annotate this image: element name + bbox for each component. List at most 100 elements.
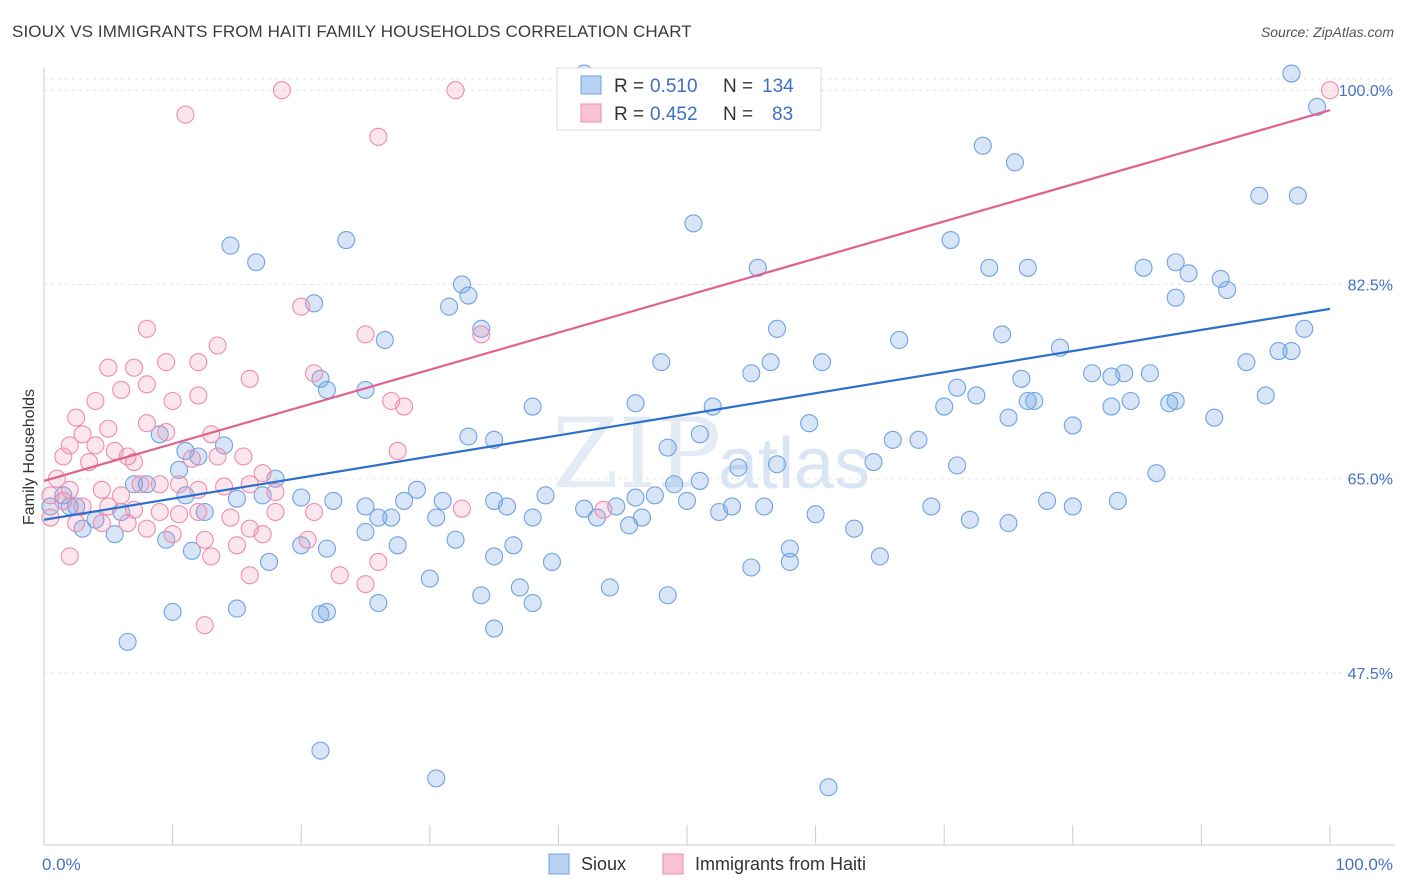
sioux-point-27	[993, 325, 1012, 344]
haiti-point-1	[446, 81, 465, 100]
legend-r-value-sioux: 0.510	[650, 76, 698, 97]
sioux-point-157	[182, 541, 201, 560]
sioux-point-72	[767, 455, 787, 474]
legend-r-label-haiti: R =	[614, 104, 644, 125]
haiti-point-54	[99, 497, 118, 516]
y-axis-label: Family Households	[21, 389, 38, 525]
sioux-point-82	[227, 489, 246, 508]
haiti-point-81	[452, 499, 472, 518]
sioux-point-37	[967, 386, 986, 405]
bottom-legend-label-sioux: Sioux	[581, 854, 626, 874]
haiti-point-74	[369, 552, 388, 572]
sioux-point-34	[761, 353, 780, 372]
sioux-point-18	[1211, 269, 1230, 288]
haiti-point-14	[305, 364, 324, 383]
legend-swatch-haiti	[580, 103, 602, 123]
sioux-point-24	[440, 297, 459, 316]
sioux-point-149	[227, 599, 246, 618]
haiti-point-56	[150, 502, 169, 522]
sioux-point-76	[214, 436, 234, 455]
sioux-point-91	[407, 480, 426, 499]
legend-box: R = 0.510 N = 134 R = 0.452 N = 83	[556, 67, 822, 131]
sioux-point-67	[690, 425, 709, 444]
haiti-point-8	[356, 325, 375, 344]
haiti-point-77	[356, 575, 375, 594]
sioux-point-48	[317, 380, 336, 399]
haiti-point-13	[240, 369, 259, 388]
sioux-point-65	[485, 430, 504, 449]
haiti-point-82	[298, 530, 317, 549]
haiti-point-61	[266, 502, 285, 522]
haiti-point-11	[157, 353, 176, 372]
haiti-point-53	[73, 497, 92, 516]
chart-title: SIOUX VS IMMIGRANTS FROM HAITI FAMILY HO…	[12, 22, 692, 41]
sioux-point-137	[780, 539, 799, 558]
sioux-point-116	[1038, 491, 1057, 510]
haiti-point-15	[137, 375, 156, 394]
sioux-point-135	[542, 552, 562, 572]
haiti-point-21	[395, 397, 414, 416]
sioux-point-16	[1166, 253, 1185, 272]
sioux-point-52	[703, 397, 722, 416]
sioux-point-36	[948, 378, 967, 397]
haiti-point-80	[594, 500, 613, 519]
haiti-point-57	[169, 505, 189, 524]
sioux-point-144	[523, 593, 542, 613]
sioux-point-81	[195, 502, 214, 522]
axes	[43, 68, 1395, 846]
sioux-point-85	[292, 488, 311, 507]
y-tick-labels: 47.5% 65.0% 82.5% 100.0%	[1339, 83, 1393, 683]
sioux-point-123	[124, 475, 144, 494]
haiti-point-2	[1320, 81, 1340, 100]
haiti-point-71	[253, 525, 272, 544]
bottom-legend: Sioux Immigrants from Haiti	[548, 853, 866, 875]
sioux-point-142	[369, 593, 388, 613]
haiti-point-79	[472, 325, 491, 344]
sioux-point-150	[317, 602, 336, 621]
chart-source: Source: ZipAtlas.com	[1260, 24, 1394, 40]
sioux-point-60	[1166, 391, 1185, 411]
haiti-point-19	[189, 386, 208, 405]
sioux-point-17	[1179, 264, 1198, 283]
haiti-point-76	[330, 566, 349, 585]
haiti-point-44	[131, 475, 150, 494]
sioux-point-89	[382, 508, 401, 527]
sioux-point-111	[806, 505, 825, 524]
haiti-point-24	[99, 419, 118, 438]
haiti-point-9	[99, 358, 118, 377]
sioux-point-156	[259, 552, 279, 572]
haiti-point-70	[227, 536, 246, 555]
sioux-point-64	[459, 427, 478, 446]
sioux-point-103	[645, 486, 664, 505]
sioux-point-30	[1269, 341, 1288, 361]
haiti-point-72	[60, 547, 79, 566]
haiti-point-25	[137, 414, 156, 433]
sioux-point-140	[472, 586, 491, 605]
legend-r-value-haiti: 0.452	[650, 104, 698, 125]
haiti-point-65	[92, 514, 111, 533]
sioux-point-136	[742, 558, 761, 577]
sioux-point-90	[395, 491, 414, 510]
sioux-point-78	[169, 460, 189, 479]
sioux-point-51	[626, 394, 645, 413]
sioux-point-44	[1140, 364, 1160, 383]
sioux-point-14	[1018, 258, 1037, 277]
sioux-point-7	[684, 214, 703, 233]
sioux-point-33	[742, 364, 761, 383]
sioux-point-86	[324, 491, 343, 510]
haiti-point-62	[305, 502, 324, 522]
sioux-point-147	[485, 619, 504, 638]
legend-n-value-haiti: 83	[772, 104, 793, 125]
haiti-point-58	[189, 502, 208, 522]
sioux-point-62	[1256, 386, 1275, 405]
sioux-point-146	[658, 586, 677, 605]
sioux-point-125	[105, 525, 124, 544]
haiti-point-68	[163, 525, 182, 544]
haiti-point-45	[150, 475, 169, 494]
sioux-point-32	[652, 353, 671, 372]
sioux-point-151	[780, 552, 799, 572]
haiti-point-10	[124, 358, 144, 377]
legend-r-label-sioux: R =	[614, 76, 644, 97]
sioux-point-3	[1282, 64, 1301, 83]
sioux-point-46	[1237, 353, 1256, 372]
